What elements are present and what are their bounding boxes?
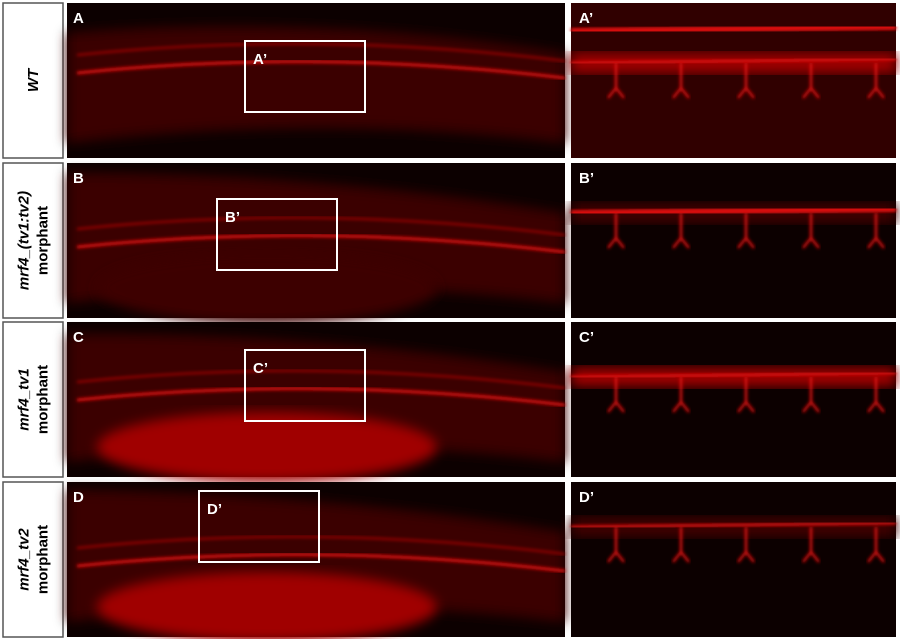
vessel bbox=[76, 369, 566, 389]
segment-vessel bbox=[607, 63, 625, 99]
inset-box bbox=[216, 198, 338, 271]
row-label-box bbox=[2, 2, 64, 159]
segment-vessel bbox=[737, 63, 755, 99]
segment-vessel bbox=[867, 377, 885, 413]
segment-vessel bbox=[672, 527, 690, 563]
row-label: mrf4_tv1 morphant bbox=[16, 365, 52, 434]
zoom-image bbox=[570, 163, 897, 318]
embryo-image bbox=[67, 322, 566, 482]
segment-vessel bbox=[867, 63, 885, 99]
segment-vessel bbox=[607, 527, 625, 563]
inset-box bbox=[244, 349, 366, 422]
yolk bbox=[97, 412, 437, 482]
row-label-line: mrf4_(tv1:tv2) bbox=[16, 191, 33, 290]
segment-vessel bbox=[737, 377, 755, 413]
inset-label: B’ bbox=[225, 209, 240, 226]
segment-vessel bbox=[867, 527, 885, 563]
vessel bbox=[76, 42, 566, 62]
vessel-band bbox=[571, 517, 896, 537]
segment-vessel bbox=[802, 527, 820, 563]
segment-vessel bbox=[867, 213, 885, 249]
yolk bbox=[97, 572, 437, 639]
zoom-label: D’ bbox=[579, 489, 594, 506]
row-label: WT bbox=[25, 67, 42, 92]
inset-box bbox=[244, 40, 366, 113]
segment-vessel bbox=[607, 213, 625, 249]
row-label-box bbox=[2, 481, 64, 638]
row-label-line: WT bbox=[25, 67, 42, 92]
inset-label: A’ bbox=[253, 51, 267, 68]
row-label: mrf4_(tv1:tv2) morphant bbox=[16, 191, 52, 290]
segment-vessel bbox=[672, 63, 690, 99]
segment-vessel bbox=[802, 63, 820, 99]
zoom-image bbox=[570, 3, 897, 158]
panel-letter: D bbox=[73, 489, 84, 506]
zoom-label: B’ bbox=[579, 170, 594, 187]
segment-vessel bbox=[672, 377, 690, 413]
panel-letter: A bbox=[73, 10, 84, 27]
row-label-line: morphant bbox=[35, 525, 52, 594]
zoom-image bbox=[570, 322, 897, 477]
zoom-image bbox=[570, 482, 897, 637]
row-label-box bbox=[2, 162, 64, 319]
zoom-label: C’ bbox=[579, 329, 594, 346]
segment-vessel bbox=[607, 377, 625, 413]
vessel bbox=[76, 216, 566, 236]
panel-letter: C bbox=[73, 329, 84, 346]
embryo-image bbox=[67, 482, 566, 639]
inset-label: C’ bbox=[253, 360, 268, 377]
panel-letter: B bbox=[73, 170, 84, 187]
embryo-body bbox=[67, 26, 565, 144]
inset-box bbox=[198, 490, 320, 563]
segment-vessel bbox=[672, 213, 690, 249]
image-background bbox=[571, 322, 896, 477]
vessel bbox=[570, 521, 897, 529]
row-label-line: morphant bbox=[35, 206, 52, 275]
zoom-label: A’ bbox=[579, 10, 593, 27]
image-background bbox=[571, 482, 896, 637]
vessel-band bbox=[571, 367, 896, 387]
row-label-line: morphant bbox=[35, 365, 52, 434]
row-label-line: mrf4_tv1 bbox=[16, 368, 33, 431]
vessel-band bbox=[571, 53, 896, 73]
row-label-line: mrf4_tv2 bbox=[16, 528, 33, 591]
yolk bbox=[97, 253, 437, 323]
embryo-image bbox=[67, 3, 566, 158]
vessel bbox=[570, 206, 897, 216]
vessel bbox=[570, 371, 897, 379]
embryo-image bbox=[67, 163, 566, 323]
segment-vessel bbox=[802, 213, 820, 249]
segment-vessel bbox=[737, 527, 755, 563]
vessel bbox=[76, 234, 566, 254]
row-label-box bbox=[2, 321, 64, 478]
inset-label: D’ bbox=[207, 501, 222, 518]
row-label: mrf4_tv2 morphant bbox=[16, 525, 52, 594]
vessel bbox=[76, 60, 566, 80]
segment-vessel bbox=[737, 213, 755, 249]
segment-vessel bbox=[802, 377, 820, 413]
vessel bbox=[570, 57, 897, 65]
vessel bbox=[570, 24, 897, 34]
vessel bbox=[76, 387, 566, 407]
image-background bbox=[571, 163, 896, 318]
